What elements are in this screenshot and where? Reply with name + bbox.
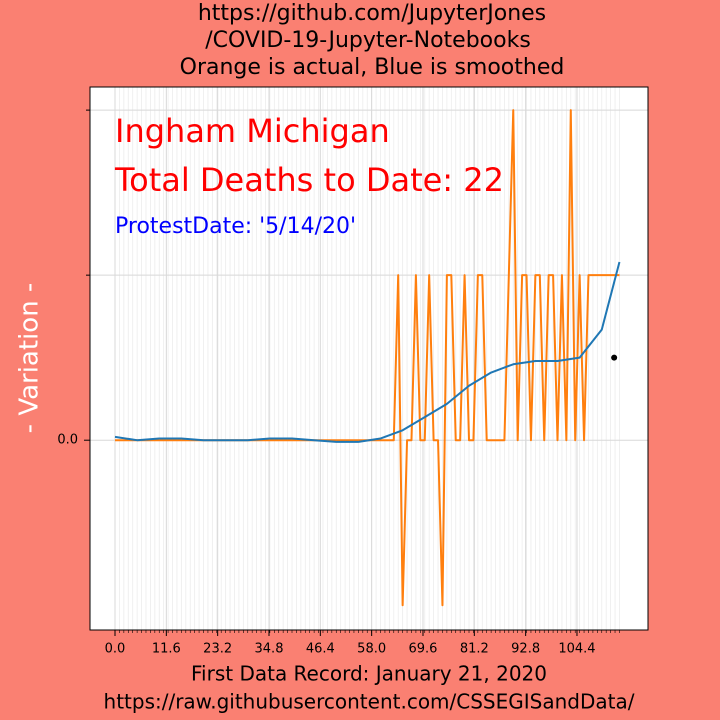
series-line: [114, 261, 621, 443]
x-tick-label: 81.2: [460, 642, 489, 657]
x-tick-label: 46.4: [306, 642, 335, 657]
plot-frame: [89, 86, 649, 631]
x-tick-label: 92.8: [511, 642, 540, 657]
x-tick-label: 0.0: [105, 642, 126, 657]
x-tick-label: 69.6: [409, 642, 438, 657]
x-axis-label: First Data Record: January 21, 2020: [191, 662, 547, 686]
annotation: Total Deaths to Date: 22: [114, 161, 504, 199]
y-axis-label: - Variation -: [15, 283, 45, 434]
chart-title: /COVID-19-Jupyter-Notebooks: [205, 28, 531, 53]
x-tick-label: 23.2: [203, 642, 232, 657]
chart-title: https://github.com/JupyterJones: [198, 1, 546, 26]
annotation: ProtestDate: '5/14/20': [115, 214, 356, 239]
chart-title: Orange is actual, Blue is smoothed: [180, 55, 565, 80]
x-tick-label: 11.6: [152, 642, 181, 657]
x-tick-label: 34.8: [255, 642, 284, 657]
x-tick-label: 58.0: [357, 642, 386, 657]
marks: [114, 109, 621, 607]
x-tick-label: 104.4: [558, 642, 595, 657]
annotation: Ingham Michigan: [115, 112, 390, 150]
point: [611, 354, 618, 361]
x-axis-label: https://raw.githubusercontent.com/CSSEGI…: [104, 690, 635, 714]
y-tick-label: 0.0: [57, 433, 78, 448]
